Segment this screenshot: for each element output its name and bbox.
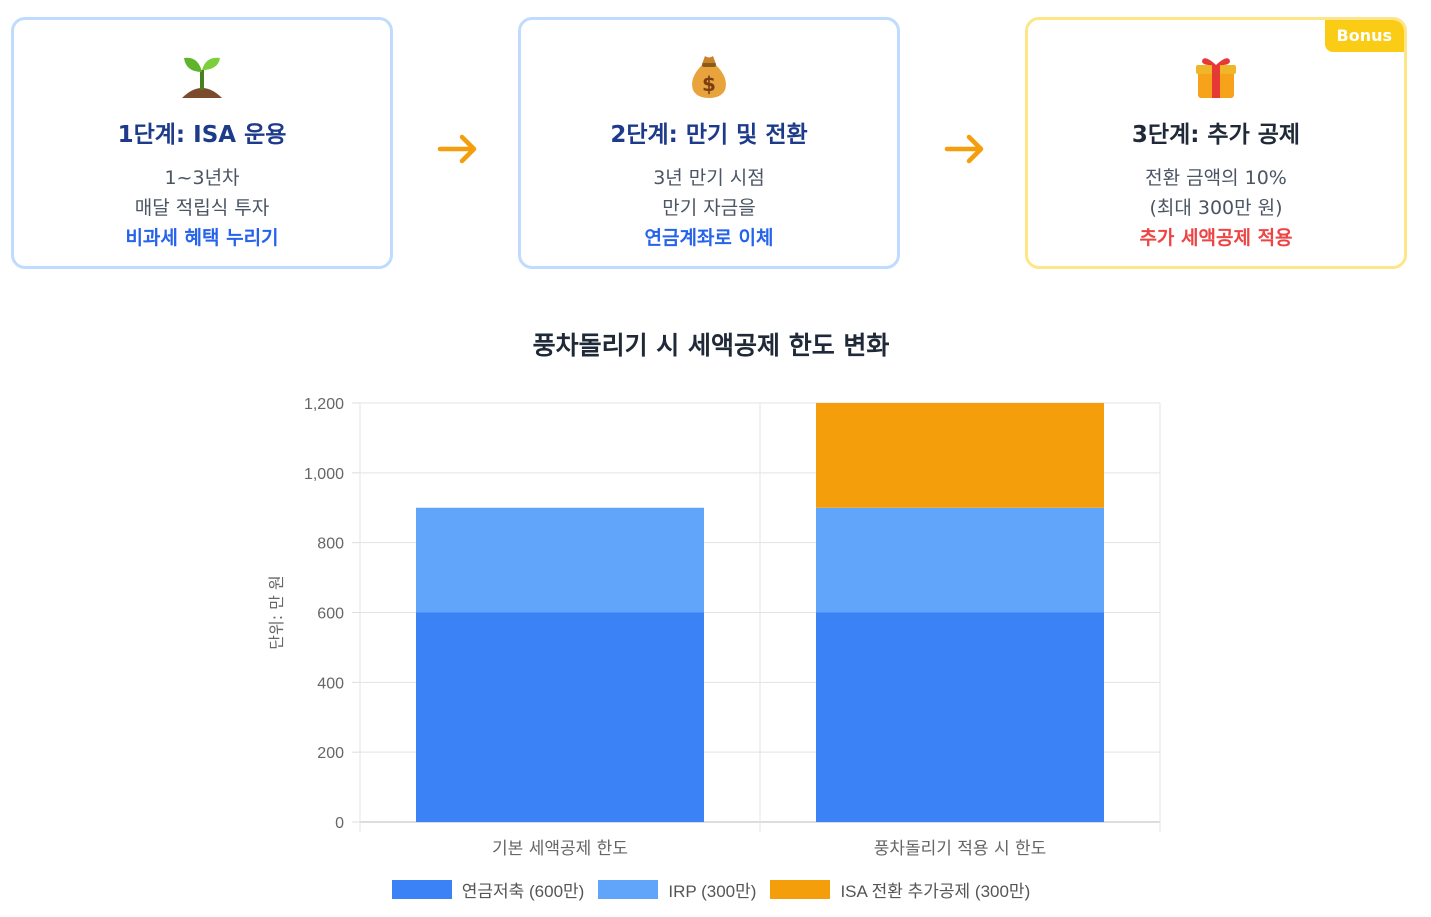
legend-label: ISA 전환 추가공제 (300만) (840, 877, 1030, 902)
y-tick-label: 600 (317, 606, 344, 623)
bar-segment (816, 508, 1104, 613)
y-tick-label: 1,200 (304, 396, 344, 413)
bar-segment (416, 508, 704, 613)
chart-legend: 연금저축 (600만) IRP (300만) ISA 전환 추가공제 (300만) (0, 877, 1422, 902)
x-tick-label: 풍차돌리기 적용 시 한도 (874, 839, 1047, 859)
legend-label: 연금저축 (600만) (462, 877, 585, 902)
legend-item[interactable]: ISA 전환 추가공제 (300만) (770, 877, 1030, 902)
bar-segment (816, 403, 1104, 508)
y-axis-label: 단위: 만 원 (267, 575, 286, 649)
y-tick-label: 1,000 (304, 466, 344, 483)
y-tick-label: 800 (317, 536, 344, 553)
x-tick-label: 기본 세액공제 한도 (492, 839, 628, 859)
bar-segment (816, 613, 1104, 823)
y-tick-label: 400 (317, 675, 344, 692)
legend-item[interactable]: IRP (300만) (598, 877, 756, 902)
legend-item[interactable]: 연금저축 (600만) (392, 877, 585, 902)
legend-swatch (770, 880, 830, 899)
legend-label: IRP (300만) (668, 877, 756, 902)
bar-segment (416, 613, 704, 823)
y-tick-label: 200 (317, 745, 344, 762)
legend-swatch (598, 880, 658, 899)
legend-swatch (392, 880, 452, 899)
y-tick-label: 0 (335, 815, 344, 832)
